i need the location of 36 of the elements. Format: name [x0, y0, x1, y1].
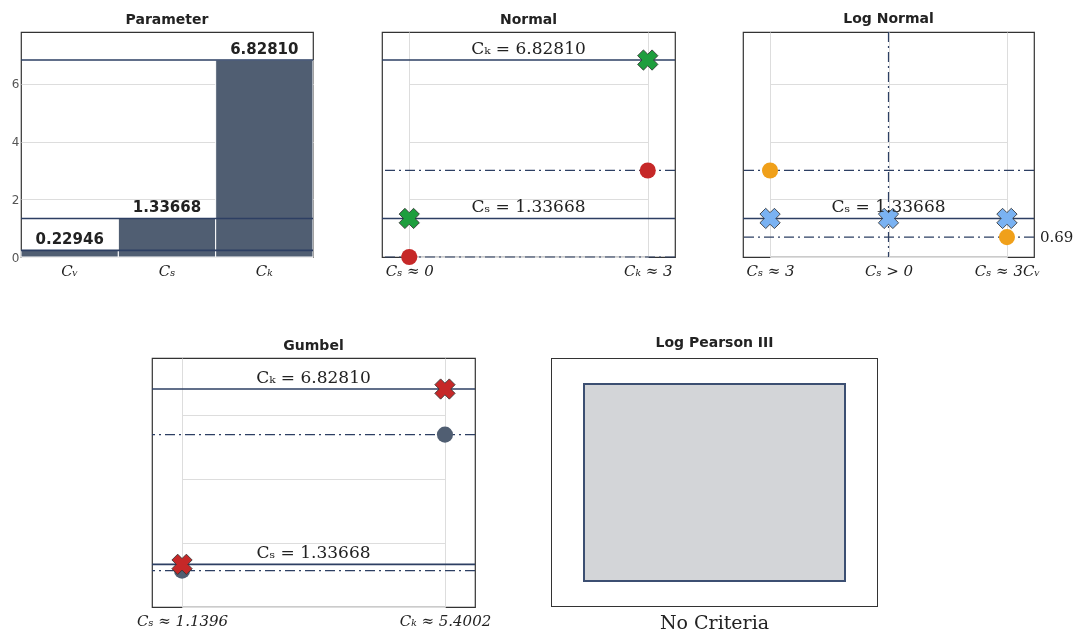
- y-tick-label: 0: [11, 250, 20, 265]
- x-tick-label: Cₖ: [255, 261, 274, 280]
- ref-line-label: 0.69: [1040, 228, 1074, 247]
- x-tick-label: Cₖ ≈ 3: [623, 261, 673, 280]
- chart-title: Parameter: [125, 11, 209, 27]
- data-label: 0.22946: [35, 230, 104, 249]
- x-tick-label: Cₛ ≈ 3: [746, 261, 795, 280]
- chart-title: Gumbel: [283, 337, 344, 353]
- point: [401, 248, 418, 266]
- text: No Criteria: [658, 611, 771, 633]
- point: [398, 207, 420, 229]
- x-tick-label: Cₛ: [158, 261, 176, 280]
- y-tick-label: 6: [11, 77, 20, 92]
- text: Log Pearson III: [654, 334, 775, 350]
- ref-line-label: Cₖ = 6.82810: [471, 38, 586, 59]
- point: [171, 553, 193, 575]
- chart-title: Normal: [499, 11, 558, 27]
- point: [637, 49, 659, 71]
- ref-line-label: Cₖ = 6.82810: [256, 367, 371, 388]
- data-label: 6.82810: [230, 40, 299, 59]
- ref-line-label: Cₛ = 1.33668: [471, 196, 586, 217]
- point: [639, 162, 656, 179]
- x-tick-label: Cₛ ≈ 1.1396: [136, 611, 229, 630]
- ref-line-label: Cₛ = 1.33668: [831, 196, 946, 217]
- x-tick-label: Cₖ ≈ 5.4002: [399, 611, 492, 630]
- x-tick-label: Cₛ ≈ 0: [385, 261, 435, 280]
- data-label: 1.33668: [132, 198, 202, 217]
- y-tick-label: 4: [11, 135, 20, 150]
- point: [434, 378, 456, 400]
- point: [436, 426, 454, 443]
- y-tick-label: 2: [11, 192, 20, 207]
- ref-line-label: Cₛ = 1.33668: [256, 542, 371, 563]
- x-tick-label: Cₛ > 0: [864, 261, 914, 280]
- chart-title: Log Normal: [843, 10, 934, 27]
- x-tick-label: Cₛ ≈ 3Cᵥ: [974, 261, 1041, 280]
- x-tick-label: Cᵥ: [61, 261, 79, 280]
